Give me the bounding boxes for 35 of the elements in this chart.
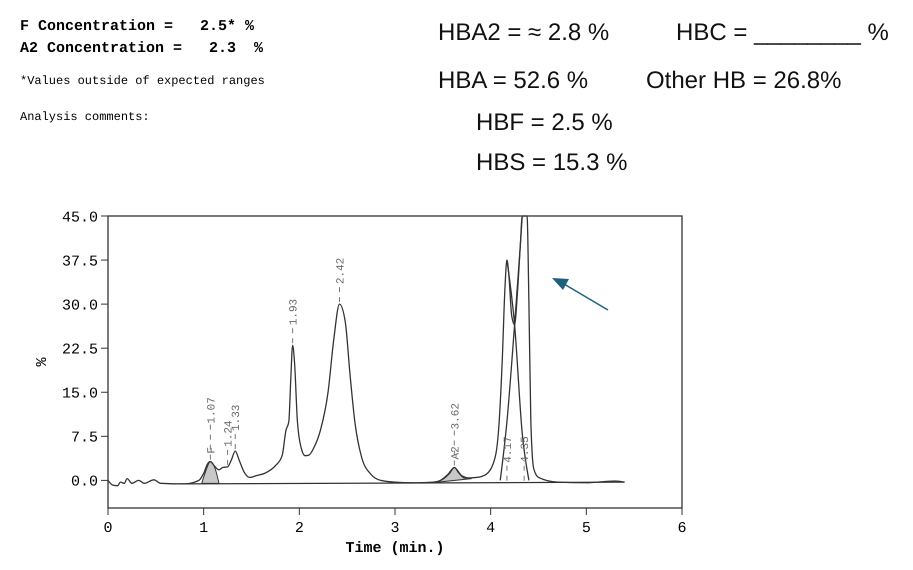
annotation: 3.62	[450, 403, 462, 430]
x-tick-label: 3	[390, 520, 400, 537]
text: HBC = ________ %	[676, 19, 889, 46]
y-tick-label: 22.5	[62, 341, 98, 358]
x-tick-label: 0	[103, 520, 113, 537]
annotation: 1.93	[288, 298, 301, 326]
annotation: 4.35	[520, 436, 532, 463]
annotation: A2	[450, 446, 462, 460]
x-tick-label: 6	[677, 520, 687, 537]
annotation: 1.33	[231, 404, 244, 432]
x-tick-label: 1	[199, 520, 208, 537]
x-tick-label: 5	[582, 520, 591, 537]
y-tick-label: 7.5	[70, 430, 98, 447]
annotation: F	[206, 446, 218, 454]
text: HBA2 = ≈ 2.8 %	[438, 19, 610, 46]
annotation: 1.07	[206, 397, 218, 424]
text: Analysis comments:	[20, 110, 150, 124]
text: HBA = 52.6 %	[438, 67, 588, 94]
text: HBF = 2.5 %	[476, 109, 613, 136]
y-axis-title: %	[34, 356, 51, 367]
text: HBS = 15.3 %	[476, 149, 628, 176]
text: *Values outside of expected ranges	[20, 74, 265, 88]
x-axis-title: Time (min.)	[345, 540, 445, 557]
y-tick-label: 37.5	[62, 253, 98, 270]
annotation: 2.42	[336, 258, 348, 284]
text: Other HB = 26.8%	[646, 67, 842, 94]
x-tick-label: 4	[486, 520, 496, 537]
y-tick-label: 45.0	[62, 209, 98, 226]
text: F Concentration = 2.5* %	[20, 18, 256, 35]
x-tick-label: 2	[294, 520, 304, 537]
text: A2 Concentration = 2.3 %	[20, 40, 264, 57]
annotation: 4.17	[502, 436, 515, 463]
y-tick-label: 15.0	[62, 386, 98, 403]
y-tick-label: 0.0	[70, 474, 98, 491]
y-tick-label: 30.0	[62, 297, 98, 314]
